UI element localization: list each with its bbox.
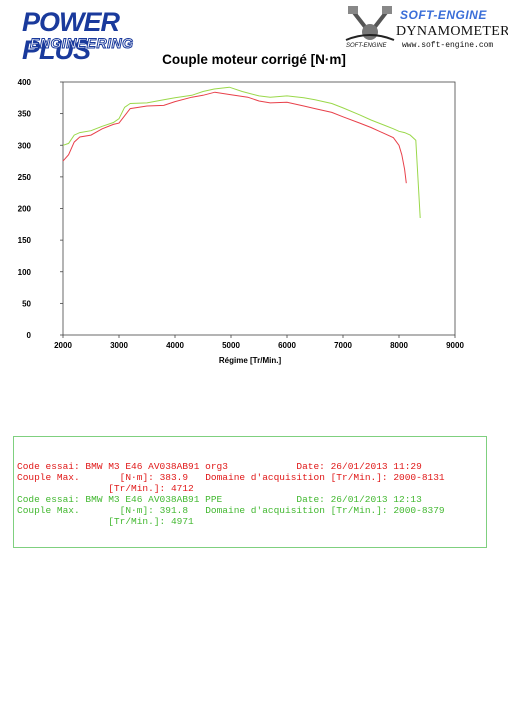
- x-tick-label: 9000: [446, 341, 464, 350]
- x-tick-label: 5000: [222, 341, 240, 350]
- run2-domain-label: Domaine d'acquisition [Tr/Min.]:: [205, 505, 388, 516]
- chart-axes: 2000 3000 4000 5000 6000 7000 8000 9000 0 50 100 15…: [18, 78, 465, 350]
- run1-date-value: 26/01/2013 11:29: [330, 461, 422, 472]
- run1-rpm-value: 4712: [170, 483, 194, 494]
- y-tick-label: 200: [18, 205, 32, 214]
- run2-rpm-value: 4971: [170, 516, 194, 527]
- y-tick-label: 50: [22, 299, 31, 308]
- y-tick-label: 400: [18, 78, 32, 87]
- chart-title: Couple moteur corrigé [N·m]: [162, 52, 346, 67]
- power-plus-logo: POWER PLUS ENGINEERING: [22, 8, 154, 64]
- series-line-1: [62, 91, 407, 184]
- run2-max-label: Couple Max.: [17, 505, 80, 516]
- run2-rpm-label: [Tr/Min.]:: [108, 516, 166, 527]
- x-tick-label: 6000: [278, 341, 296, 350]
- run2-date-label: Date:: [296, 494, 325, 505]
- y-tick-label: 300: [18, 141, 32, 150]
- run1-domain-value: 2000-8131: [393, 472, 445, 483]
- run1-code-value: BMW M3 E46 AV038AB91 org3: [85, 461, 228, 472]
- run1-max-line: Couple Max. [N·m]: 383.9 Domaine d'acqui…: [17, 472, 445, 483]
- soft-engine-mark-text: SOFT-ENGINE: [346, 43, 387, 49]
- run2-date-value: 26/01/2013 12:13: [330, 494, 422, 505]
- run1-rpm-label: [Tr/Min.]:: [108, 483, 166, 494]
- dynamometers-label: DYNAMOMETERS: [396, 24, 508, 39]
- y-tick-label: 350: [18, 110, 32, 119]
- run2-rpm-line: [Tr/Min.]: 4971: [17, 516, 194, 527]
- logo-text-engineering: ENGINEERING: [30, 35, 134, 52]
- run2-code-line: Code essai: BMW M3 E46 AV038AB91 PPE Dat…: [17, 494, 422, 505]
- piston-logo-icon: [345, 6, 395, 41]
- x-axis-label: Régime [Tr/Min.]: [219, 356, 282, 365]
- run2-code-value: BMW M3 E46 AV038AB91 PPE: [85, 494, 223, 505]
- run1-max-unit: [N·m]:: [119, 472, 154, 483]
- run2-max-value: 391.8: [159, 505, 189, 516]
- run1-max-label: Couple Max.: [17, 472, 80, 483]
- run1-rpm-line: [Tr/Min.]: 4712: [17, 483, 194, 494]
- run2-max-line: Couple Max. [N·m]: 391.8 Domaine d'acqui…: [17, 505, 445, 516]
- x-tick-label: 4000: [166, 341, 184, 350]
- y-tick-label: 150: [18, 236, 32, 245]
- y-tick-label: 250: [18, 173, 32, 182]
- x-tick-label: 2000: [54, 341, 72, 350]
- run1-code-line: Code essai: BMW M3 E46 AV038AB91 org3 Da…: [17, 461, 422, 472]
- run2-domain-value: 2000-8379: [393, 505, 445, 516]
- test-info-panel: Code essai: BMW M3 E46 AV038AB91 org3 Da…: [13, 436, 487, 548]
- x-tick-label: 3000: [110, 341, 128, 350]
- run2-code-label: Code essai:: [17, 494, 80, 505]
- run1-date-label: Date:: [296, 461, 325, 472]
- run1-domain-label: Domaine d'acquisition [Tr/Min.]:: [205, 472, 388, 483]
- x-tick-label: 7000: [334, 341, 352, 350]
- logo-text-power-plus: POWER PLUS: [22, 7, 120, 65]
- run2-max-unit: [N·m]:: [119, 505, 154, 516]
- x-tick-label: 8000: [390, 341, 408, 350]
- run1-code-label: Code essai:: [17, 461, 80, 472]
- series-line-2: [62, 86, 421, 219]
- chart-series: [62, 86, 421, 219]
- soft-engine-brand: SOFT-ENGINE: [400, 8, 487, 22]
- website-url: www.soft-engine.com: [402, 41, 494, 50]
- y-tick-label: 100: [18, 268, 32, 277]
- y-tick-label: 0: [27, 331, 32, 340]
- run1-max-value: 383.9: [159, 472, 189, 483]
- torque-chart: 2000 3000 4000 5000 6000 7000 8000 9000 0 50 100 15…: [18, 78, 465, 365]
- soft-engine-logo: SOFT-ENGINE DYNAMOMETERS www.soft-engine…: [340, 6, 508, 52]
